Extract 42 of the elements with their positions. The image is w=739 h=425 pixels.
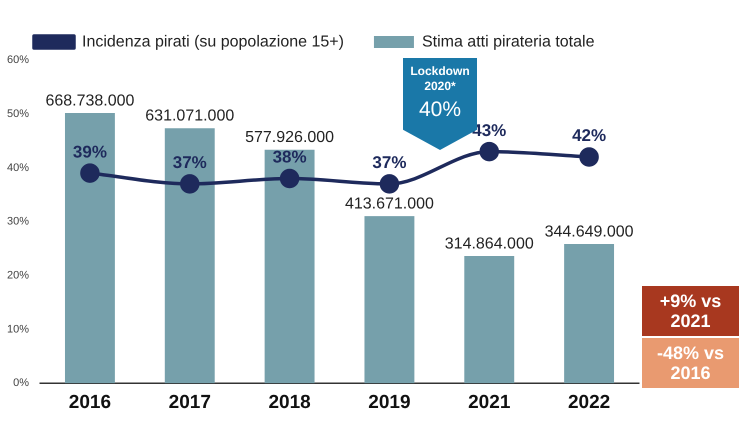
y-tick-label: 60%: [6, 54, 30, 66]
y-tick-label: 40%: [6, 162, 30, 174]
text: +9% vs 2021: [642, 286, 739, 336]
data-label: 344.649.000: [544, 223, 634, 240]
bar: [464, 256, 514, 384]
annotation: 40%: [418, 98, 462, 122]
data-label: 39%: [72, 142, 107, 162]
data-label: 38%: [272, 148, 307, 167]
x-tick-label: 2016: [68, 392, 112, 413]
x-tick-label: 2019: [368, 392, 411, 413]
point: [579, 147, 599, 167]
legend-label: Stima atti pirateria totale: [422, 33, 595, 50]
bar: [564, 244, 614, 384]
point: [280, 168, 300, 188]
y-tick-label: 10%: [6, 323, 30, 336]
y-tick-label: 30%: [6, 216, 30, 228]
legend-label: Incidenza pirati (su popolazione 15+): [82, 33, 344, 50]
bar: [364, 216, 414, 384]
data-label: 413.671.000: [344, 195, 434, 212]
data-label: 631.071.000: [145, 108, 234, 125]
point: [380, 174, 400, 194]
point: [180, 174, 200, 194]
data-label: 37%: [172, 153, 207, 172]
y-tick-label: 50%: [6, 108, 30, 120]
data-label: 37%: [372, 153, 406, 172]
y-tick-label: 20%: [6, 270, 30, 282]
bar: [64, 113, 115, 384]
data-label: 42%: [572, 126, 606, 146]
x-tick-label: 2017: [168, 392, 211, 413]
bar: [164, 128, 215, 384]
data-label: 668.738.000: [45, 92, 135, 110]
point: [80, 163, 100, 183]
text: -48% vs 2016: [642, 338, 739, 388]
annotation: Lockdown 2020*: [409, 64, 471, 94]
x-tick-label: 2022: [568, 392, 610, 413]
point: [480, 142, 500, 162]
bar: [264, 150, 315, 384]
x-tick-label: 2018: [268, 392, 311, 413]
data-label: 314.864.000: [444, 235, 534, 252]
y-tick-label: 0%: [13, 377, 30, 390]
x-tick-label: 2021: [468, 392, 511, 413]
data-label: 577.926.000: [245, 129, 334, 146]
